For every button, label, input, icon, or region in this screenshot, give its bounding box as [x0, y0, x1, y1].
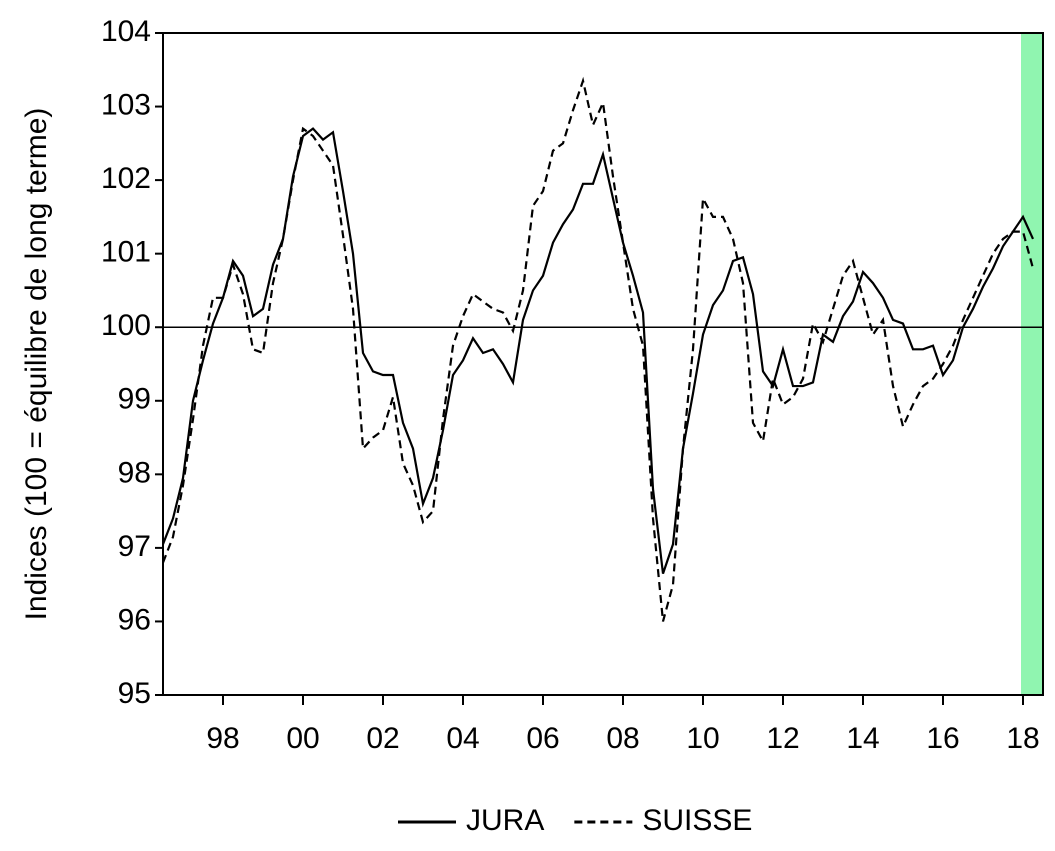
x-tick-label: 00 — [286, 722, 319, 755]
x-tick-label: 18 — [1006, 722, 1039, 755]
y-tick-label: 98 — [118, 456, 151, 489]
y-tick-label: 101 — [101, 236, 151, 269]
series-line — [161, 127, 1035, 574]
series-line — [161, 76, 1035, 622]
x-tick-label: 16 — [926, 722, 959, 755]
y-tick-label: 104 — [101, 15, 151, 48]
legend-label: SUISSE — [642, 804, 752, 837]
y-tick-label: 95 — [118, 677, 151, 710]
x-tick-label: 98 — [206, 722, 239, 755]
plot-frame — [162, 32, 1044, 696]
y-tick-label: 97 — [118, 530, 151, 563]
shaded-region — [1021, 33, 1043, 695]
x-tick-label: 06 — [526, 722, 559, 755]
y-tick-label: 100 — [101, 309, 151, 342]
y-tick-label: 99 — [118, 383, 151, 416]
y-tick-label: 103 — [101, 88, 151, 121]
y-axis-label: Indices (100 = équilibre de long terme) — [20, 108, 53, 621]
y-tick-label: 102 — [101, 162, 151, 195]
x-tick-label: 08 — [606, 722, 639, 755]
x-tick-label: 10 — [686, 722, 719, 755]
x-tick-label: 14 — [846, 722, 879, 755]
legend-label: JURA — [466, 804, 544, 837]
x-tick-label: 02 — [366, 722, 399, 755]
x-tick-label: 04 — [446, 722, 479, 755]
x-tick-label: 12 — [766, 722, 799, 755]
y-tick-label: 96 — [118, 603, 151, 636]
